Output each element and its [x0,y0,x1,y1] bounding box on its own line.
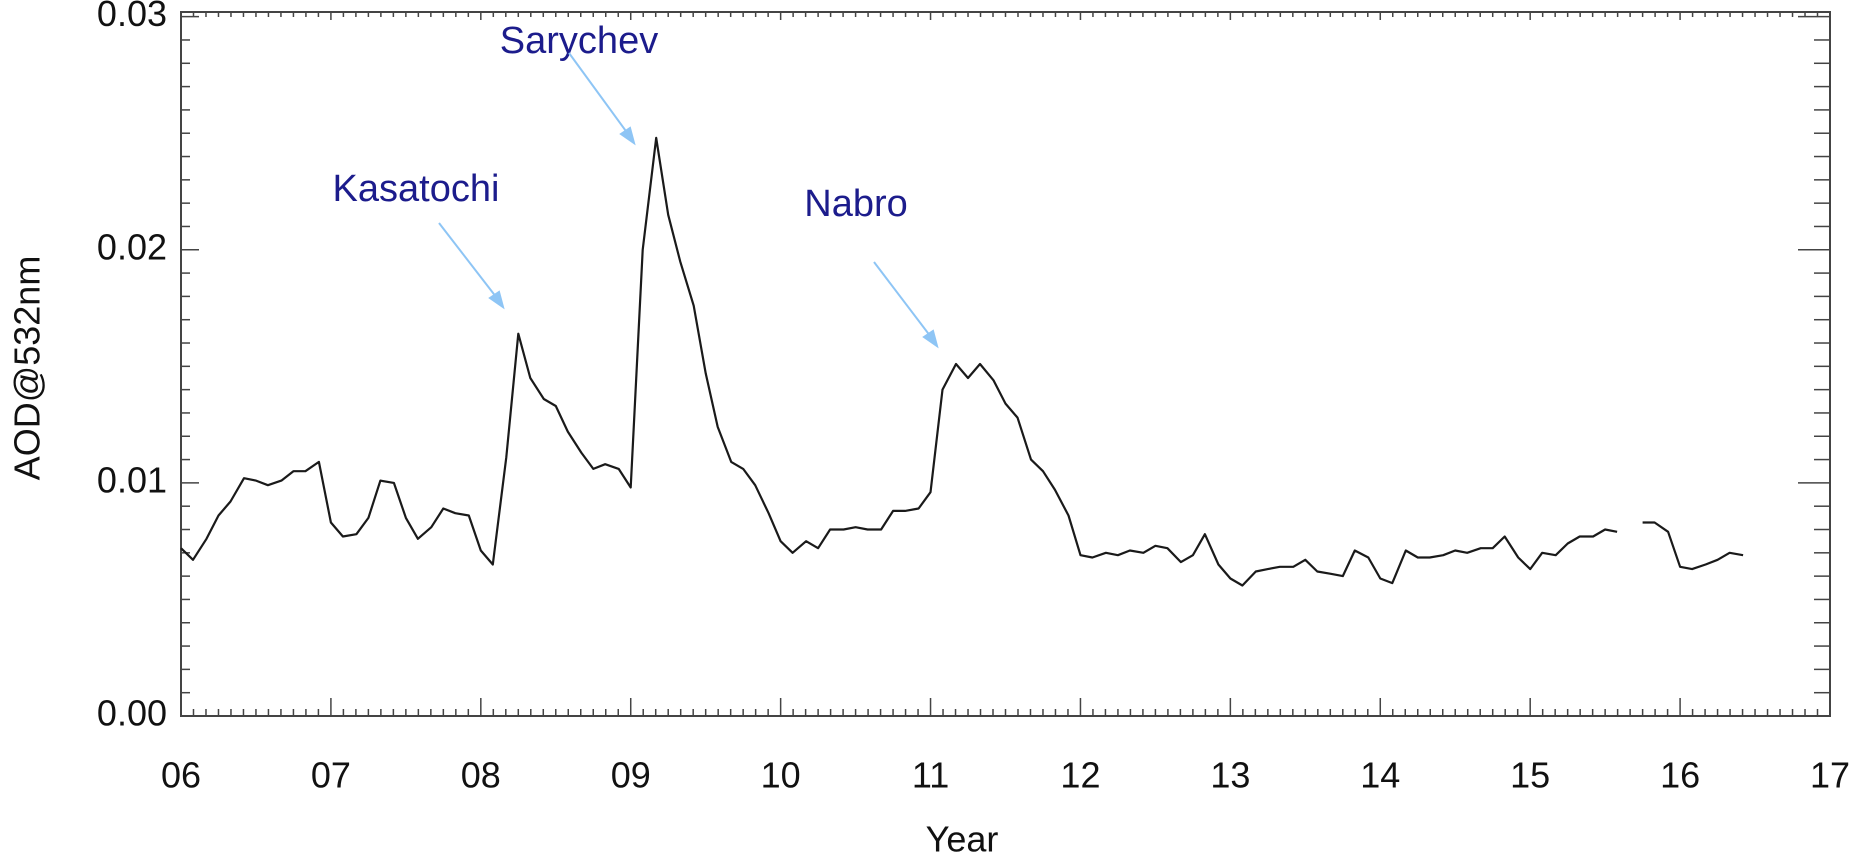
arrow [873,261,935,342]
arrow-head [488,290,505,310]
y-tick-label: 0.00 [97,693,167,734]
x-tick-label: 15 [1510,755,1550,796]
y-tick-label: 0.02 [97,226,167,267]
plot-frame [180,11,1831,717]
y-tick-label: 0.01 [97,459,167,500]
x-tick-label: 09 [611,755,651,796]
x-tick-label: 06 [161,755,201,796]
x-tick-label: 07 [311,755,351,796]
arrow [438,222,501,303]
x-tick-label: 12 [1060,755,1100,796]
x-tick-label: 17 [1810,755,1850,796]
x-tick-label: 08 [461,755,501,796]
annotation-arrows [438,52,939,349]
y-axis-label: AOD@532nm [7,256,48,481]
arrow-head [922,329,939,349]
x-tick-label: 14 [1360,755,1400,796]
annotation: Kasatochi [333,168,500,210]
y-tick-label: 0.03 [97,0,167,34]
arrow [568,52,632,139]
x-tick-label: 10 [761,755,801,796]
x-tick-label: 13 [1210,755,1250,796]
annotation: Sarychev [500,20,658,62]
arrow-head [619,126,636,146]
x-tick-label: 11 [912,755,949,796]
x-axis-label: Year [926,819,999,860]
annotation: Nabro [804,183,908,225]
data-line [180,136,1744,587]
x-tick-label: 16 [1660,755,1700,796]
